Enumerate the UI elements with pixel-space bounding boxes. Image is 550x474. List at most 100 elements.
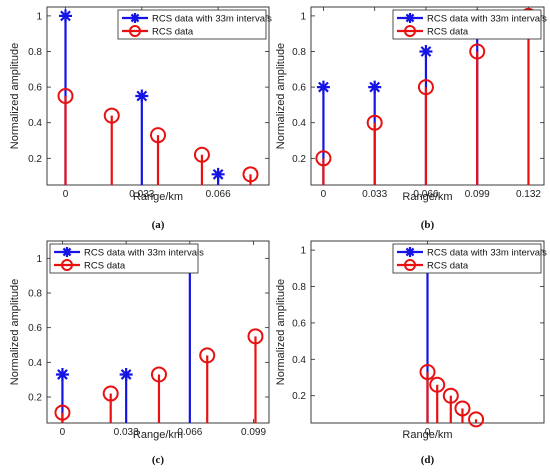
star-marker <box>316 80 330 94</box>
circle-marker <box>103 107 120 124</box>
chart-panel-c: 0.2 0.4 0.6 0.8 1 0 0.033 0.066 0.099 Range/km Nor… <box>9 240 270 466</box>
x-tick-label: 0 <box>60 427 66 438</box>
x-tick-label: 0 <box>425 427 431 438</box>
x-tick-label: 0.066 <box>206 189 231 200</box>
circle-marker <box>454 400 471 417</box>
y-tick-label: 0.8 <box>292 282 306 293</box>
x-tick-label: 0.033 <box>362 189 387 200</box>
y-tick-label: 0.8 <box>292 47 306 58</box>
circle-marker <box>242 166 259 183</box>
legend-circle-icon <box>404 25 416 37</box>
circle-marker <box>54 404 71 421</box>
series-red-rcs <box>54 328 264 423</box>
y-tick-label: 1 <box>36 254 42 265</box>
legend-entry: RCS data <box>427 261 469 272</box>
x-tick-label: 0.099 <box>241 427 266 438</box>
legend-box <box>392 243 542 274</box>
circle-marker <box>193 146 210 163</box>
x-axis-label: Range/km <box>402 429 452 441</box>
legend-entry: RCS data <box>427 27 469 38</box>
circle-marker <box>247 328 264 345</box>
circle-marker <box>102 385 119 402</box>
legend: RCS data with 33m intervals RCS data <box>392 9 547 40</box>
star-marker <box>119 367 133 381</box>
legend-circle-icon <box>129 25 141 37</box>
circle-marker <box>150 127 166 144</box>
circle-marker <box>57 88 74 104</box>
legend-circle-icon <box>61 259 73 271</box>
x-tick-label: 0.066 <box>177 427 202 438</box>
legend-entry: RCS data with 33m intervals <box>152 14 272 25</box>
legend-circle-icon <box>404 259 416 271</box>
legend-entry: RCS data <box>152 27 194 38</box>
legend: RCS data with 33m intervals RCS data <box>117 9 272 40</box>
star-marker <box>211 167 225 181</box>
y-axis-label: Normalized amplitude <box>9 279 21 385</box>
y-tick-label: 1 <box>300 246 306 257</box>
x-axis-label: Range/km <box>133 429 183 441</box>
y-tick-label: 1 <box>36 11 42 22</box>
x-axis-label: Range/km <box>402 191 452 203</box>
chart-panel-b: 0.2 0.4 0.6 0.8 1 0 0.033 0.066 0.099 0.132 Range/… <box>275 6 547 231</box>
legend-entry: RCS data with 33m intervals <box>427 248 547 259</box>
circle-marker <box>468 411 485 428</box>
star-marker <box>419 45 433 58</box>
y-axis-label: Normalized amplitude <box>275 43 287 149</box>
legend-entry: RCS data with 33m intervals <box>84 248 204 259</box>
circle-marker <box>429 376 446 393</box>
star-marker <box>135 89 149 103</box>
y-tick-label: 0.2 <box>28 393 42 404</box>
panel-label: (c) <box>152 454 165 466</box>
y-tick-label: 0.2 <box>292 391 306 402</box>
star-marker <box>59 9 72 23</box>
series-red-rcs <box>57 88 259 185</box>
y-tick-label: 1 <box>300 11 306 22</box>
legend-star-icon <box>405 247 415 257</box>
legend-entry: RCS data with 33m intervals <box>427 14 547 25</box>
circle-marker <box>199 347 216 364</box>
circle-marker <box>442 387 459 404</box>
x-tick-label: 0.033 <box>129 189 154 200</box>
circle-marker <box>469 43 486 60</box>
y-tick-label: 0.4 <box>292 355 306 366</box>
y-tick-label: 0.6 <box>292 318 306 329</box>
y-axis-label: Normalized amplitude <box>275 279 287 385</box>
circle-marker <box>419 364 436 381</box>
y-tick-label: 0.6 <box>292 83 306 94</box>
y-tick-label: 0.2 <box>292 154 306 165</box>
y-tick-label: 0.4 <box>28 118 42 129</box>
series-red-rcs <box>419 364 485 428</box>
panel-label: (d) <box>421 454 435 466</box>
legend-box <box>392 9 542 40</box>
circle-marker <box>366 114 383 131</box>
x-axis-label: Range/km <box>133 191 183 203</box>
y-tick-label: 0.8 <box>28 47 42 58</box>
legend-box <box>117 9 267 40</box>
y-tick-label: 0.4 <box>292 118 306 129</box>
x-tick-label: 0 <box>63 189 69 200</box>
legend-star-icon <box>405 13 415 23</box>
x-tick-label: 0.132 <box>516 189 541 200</box>
y-tick-label: 0.4 <box>28 358 42 369</box>
star-marker <box>55 367 69 381</box>
x-tick-label: 0.033 <box>114 427 139 438</box>
legend-star-icon <box>130 13 140 23</box>
legend: RCS data with 33m intervals RCS data <box>49 243 204 274</box>
panel-label: (b) <box>421 219 435 231</box>
circle-marker <box>150 366 167 383</box>
circle-marker <box>315 150 332 167</box>
legend-entry: RCS data <box>84 261 126 272</box>
y-tick-label: 0.8 <box>28 289 42 300</box>
y-tick-label: 0.2 <box>28 154 42 165</box>
circle-marker <box>417 79 434 96</box>
y-tick-label: 0.6 <box>28 323 42 334</box>
y-tick-label: 0.6 <box>28 83 42 94</box>
legend-box <box>49 243 199 274</box>
chart-panel-a: 0.2 0.4 0.6 0.8 1 0 0.033 0.066 Range/km Normaliz… <box>9 6 272 231</box>
x-tick-label: 0.099 <box>465 189 490 200</box>
panel-label: (a) <box>152 219 165 231</box>
x-tick-label: 0 <box>321 189 327 200</box>
legend-star-icon <box>62 247 72 257</box>
star-marker <box>368 80 382 94</box>
